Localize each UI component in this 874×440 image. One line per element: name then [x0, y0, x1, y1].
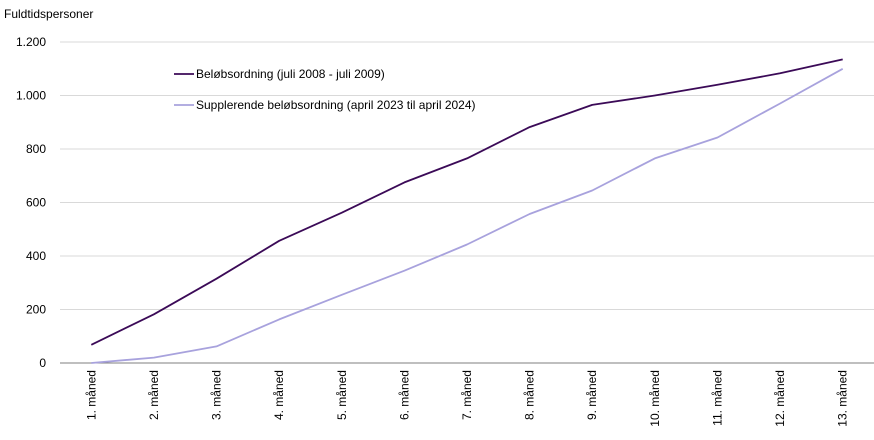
x-tick-label: 6. måned	[397, 370, 411, 420]
series-line-1	[90, 58, 843, 346]
legend-label-series-2: Supplerende beløbsordning (april 2023 ti…	[196, 98, 476, 112]
x-tick-label: 12. måned	[773, 370, 787, 427]
x-tick-label: 7. måned	[460, 370, 474, 420]
x-tick-label: 13. måned	[836, 370, 850, 427]
x-tick-label: 5. måned	[335, 370, 349, 420]
y-tick-label: 800	[26, 142, 46, 156]
x-tick-label: 9. måned	[585, 370, 599, 420]
y-tick-labels: 0 200 400 600 800 1.000 1.200	[16, 35, 46, 370]
y-axis-title: Fuldtidspersoner	[4, 7, 93, 21]
y-tick-label: 0	[39, 356, 46, 370]
y-tick-label: 400	[26, 249, 46, 263]
legend: Beløbsordning (juli 2008 - juli 2009) Su…	[174, 67, 476, 112]
y-tick-label: 1.000	[16, 89, 46, 103]
x-tick-label: 8. måned	[523, 370, 537, 420]
series-line-2	[91, 68, 844, 364]
x-tick-label: 1. måned	[84, 370, 98, 420]
x-tick-label: 3. måned	[210, 370, 224, 420]
x-tick-labels: 1. måned 2. måned 3. måned 4. måned 5. måned…	[84, 370, 849, 427]
y-tick-label: 1.200	[16, 35, 46, 49]
x-tick-label: 2. måned	[147, 370, 161, 420]
x-tick-label: 10. måned	[648, 370, 662, 427]
series-lines	[90, 58, 844, 364]
x-tick-label: 4. måned	[272, 370, 286, 420]
y-tick-label: 200	[26, 303, 46, 317]
y-tick-label: 600	[26, 196, 46, 210]
gridlines	[60, 41, 874, 310]
legend-label-series-1: Beløbsordning (juli 2008 - juli 2009)	[196, 67, 385, 81]
x-tick-label: 11. måned	[710, 370, 724, 426]
